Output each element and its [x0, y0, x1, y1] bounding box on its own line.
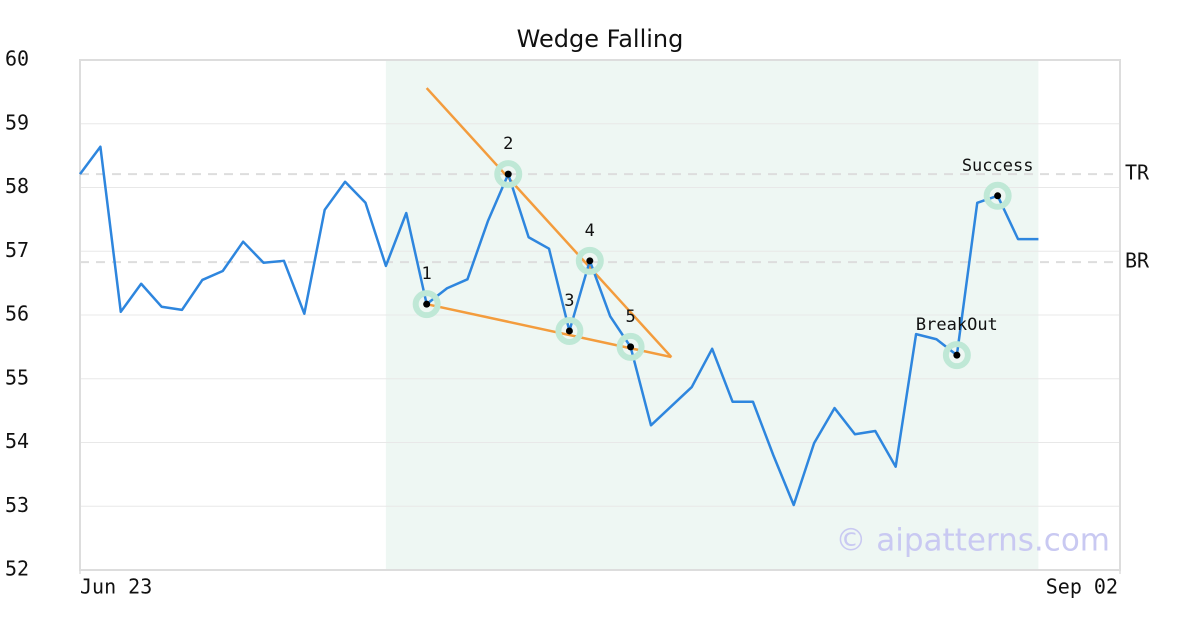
y-tick-label: 56: [5, 302, 29, 326]
marker-dot: [994, 192, 1002, 200]
x-tick-label: Jun 23: [80, 575, 152, 599]
trend-line: [425, 87, 673, 358]
y-tick-label: 53: [5, 493, 29, 517]
price-line: [78, 145, 1039, 507]
y-tick-label: 59: [5, 110, 29, 134]
marker-halo: [942, 341, 971, 370]
marker-dot: [423, 300, 431, 308]
y-tick-label: 57: [5, 238, 29, 262]
level-label: TR: [1125, 161, 1150, 185]
y-tick-label: 58: [5, 174, 29, 198]
plot-border: [79, 59, 1121, 571]
marker-dot: [953, 351, 961, 359]
y-tick-label: 60: [5, 47, 29, 71]
marker-halo: [983, 181, 1012, 210]
marker-label: 3: [564, 291, 574, 311]
marker-halo: [412, 290, 441, 319]
marker-dot: [504, 170, 512, 178]
marker-label: 1: [422, 264, 432, 284]
watermark: © aipatterns.com: [835, 523, 1110, 559]
y-tick-label: 54: [5, 429, 29, 453]
marker-label: BreakOut: [916, 315, 998, 335]
marker-dot: [586, 257, 594, 265]
marker-dot: [565, 327, 573, 335]
marker-label: 4: [585, 221, 595, 241]
marker-halo: [575, 246, 604, 275]
marker-halo: [555, 316, 584, 345]
marker-label: Success: [962, 156, 1034, 176]
chart-title: Wedge Falling: [517, 25, 684, 53]
y-tick-label: 52: [5, 557, 29, 581]
marker-dot: [627, 343, 635, 351]
marker-label: 2: [503, 134, 513, 154]
level-label: BR: [1125, 249, 1150, 273]
marker-label: 5: [625, 307, 635, 327]
marker-halo: [616, 332, 645, 361]
x-tick-label: Sep 02: [1046, 575, 1118, 599]
y-tick-label: 55: [5, 365, 29, 389]
marker-halo: [494, 160, 523, 189]
